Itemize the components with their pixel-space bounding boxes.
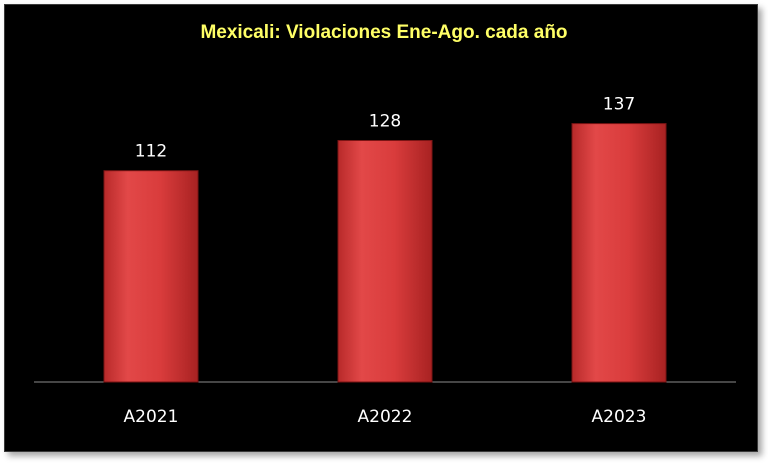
bars-group: 112 A2021 128 A2022 137 A2023 bbox=[103, 95, 667, 427]
x-tick-label-A2022: A2022 bbox=[358, 407, 413, 427]
value-label-A2022: 128 bbox=[369, 112, 401, 132]
x-tick-label-A2021: A2021 bbox=[124, 407, 179, 427]
bar-A2023 bbox=[571, 123, 667, 383]
value-label-A2023: 137 bbox=[603, 95, 635, 115]
x-tick-label-A2023: A2023 bbox=[592, 407, 647, 427]
value-label-A2021: 112 bbox=[135, 142, 167, 162]
bar-A2021 bbox=[103, 170, 199, 383]
chart-title: Mexicali: Violaciones Ene-Ago. cada año bbox=[200, 22, 568, 43]
bar-A2022 bbox=[337, 140, 433, 383]
